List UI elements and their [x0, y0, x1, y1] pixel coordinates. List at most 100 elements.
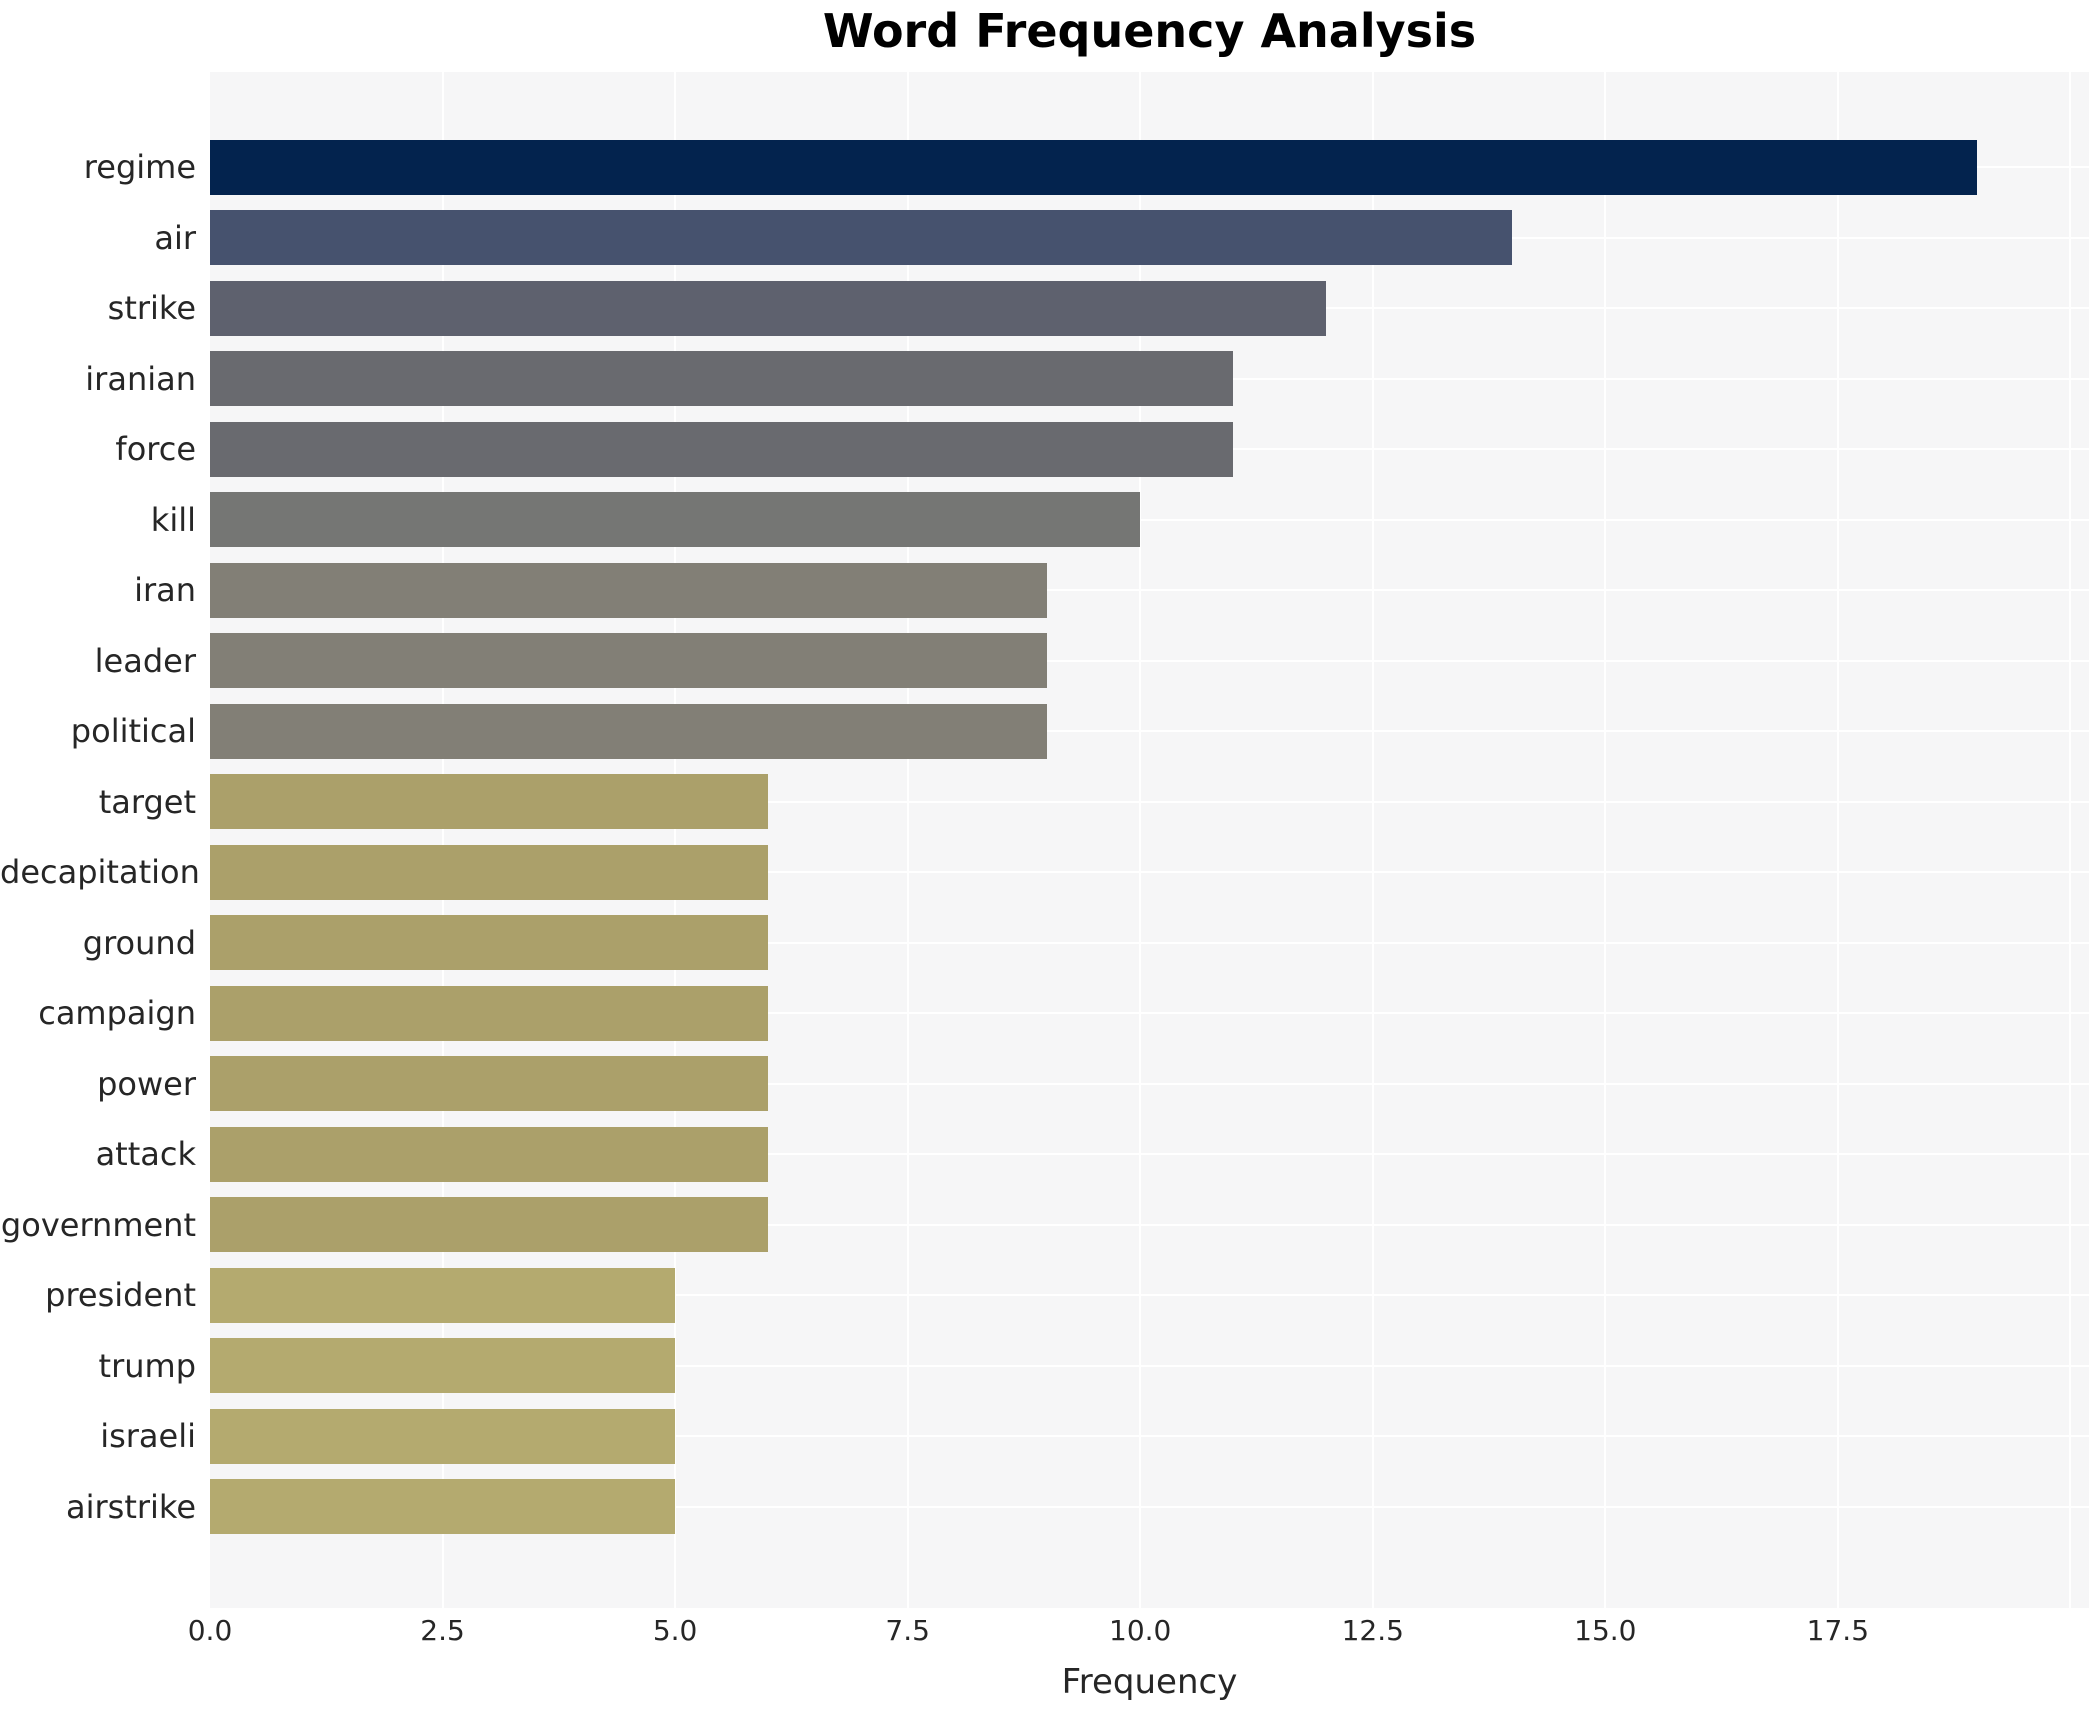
category-label-attack: attack	[95, 1135, 196, 1174]
x-tick-labels: 0.0 2.5 5.0 7.5 10.0 12.5 15.0 17.5	[188, 1614, 2089, 1654]
category-label-iranian: iranian	[85, 359, 196, 398]
bar-track	[210, 203, 2089, 274]
bar-target	[210, 774, 769, 830]
bar-track	[210, 626, 2089, 697]
bar-government	[210, 1197, 769, 1253]
bar-row: political	[0, 696, 2089, 767]
category-label-strike: strike	[107, 289, 196, 328]
bar-track	[210, 978, 2089, 1049]
bar-attack	[210, 1126, 769, 1182]
vertical-gridline	[1836, 72, 1839, 1608]
bar-decapitation	[210, 844, 769, 900]
vertical-gridline	[441, 72, 444, 1608]
horizontal-gridline	[210, 1153, 2089, 1156]
x-tick-label: 5.0	[652, 1614, 698, 1647]
category-label-israeli: israeli	[100, 1417, 196, 1456]
category-label-air: air	[154, 218, 196, 257]
category-label-iran: iran	[134, 571, 196, 610]
bar-track	[210, 1260, 2089, 1331]
bar-track	[210, 1190, 2089, 1261]
horizontal-gridline	[210, 1012, 2089, 1015]
bar-track	[210, 1049, 2089, 1120]
bar-row: government	[0, 1190, 2089, 1261]
bar-israeli	[210, 1408, 676, 1464]
x-tick-label: 12.5	[1341, 1614, 1404, 1647]
category-label-power: power	[97, 1064, 196, 1103]
vertical-gridline	[2069, 72, 2072, 1608]
horizontal-gridline	[210, 1223, 2089, 1226]
category-label-ground: ground	[82, 923, 196, 962]
category-label-target: target	[98, 782, 196, 821]
bar-row: trump	[0, 1331, 2089, 1402]
vertical-gridline	[674, 72, 677, 1608]
bar-row: israeli	[0, 1401, 2089, 1472]
x-tick-label: 7.5	[885, 1614, 930, 1647]
bar-track	[210, 1401, 2089, 1472]
bar-iranian	[210, 351, 1234, 407]
category-label-decapitation: decapitation	[0, 853, 200, 892]
category-label-campaign: campaign	[38, 994, 196, 1033]
horizontal-gridline	[210, 589, 2089, 592]
bar-power	[210, 1056, 769, 1112]
bar-rows: regime air strike iranian force kill iran leade…	[0, 72, 2089, 1608]
category-label-airstrike: airstrike	[66, 1487, 196, 1526]
bar-row: force	[0, 414, 2089, 485]
bar-political	[210, 703, 1048, 759]
bar-ground	[210, 915, 769, 971]
bar-track	[210, 837, 2089, 908]
bar-track	[210, 273, 2089, 344]
bar-track	[210, 908, 2089, 979]
category-label-trump: trump	[98, 1346, 196, 1385]
bar-track	[210, 767, 2089, 838]
bar-track	[210, 555, 2089, 626]
bar-iran	[210, 562, 1048, 618]
bar-row: attack	[0, 1119, 2089, 1190]
bar-force	[210, 421, 1234, 477]
vertical-gridline	[1371, 72, 1374, 1608]
horizontal-gridline	[210, 1435, 2089, 1438]
category-label-president: president	[45, 1276, 196, 1315]
bar-row: leader	[0, 626, 2089, 697]
x-axis-title: Frequency	[1061, 1662, 1238, 1702]
bar-row: airstrike	[0, 1472, 2089, 1543]
vertical-gridline	[1139, 72, 1142, 1608]
bar-track	[210, 1472, 2089, 1543]
bar-regime	[210, 139, 1978, 195]
horizontal-gridline	[210, 659, 2089, 662]
bar-trump	[210, 1338, 676, 1394]
bar-track	[210, 132, 2089, 203]
bar-row: target	[0, 767, 2089, 838]
horizontal-gridline	[210, 941, 2089, 944]
horizontal-gridline	[210, 871, 2089, 874]
bar-track	[210, 485, 2089, 556]
horizontal-gridline	[210, 1364, 2089, 1367]
bar-row: regime	[0, 132, 2089, 203]
bar-row: iranian	[0, 344, 2089, 415]
bar-kill	[210, 492, 1141, 548]
horizontal-gridline	[210, 800, 2089, 803]
bar-airstrike	[210, 1479, 676, 1535]
bar-campaign	[210, 985, 769, 1041]
bar-strike	[210, 280, 1327, 336]
horizontal-gridline	[210, 730, 2089, 733]
horizontal-gridline	[210, 1294, 2089, 1297]
bar-row: president	[0, 1260, 2089, 1331]
bar-row: decapitation	[0, 837, 2089, 908]
x-tick-label: 2.5	[420, 1614, 465, 1647]
x-tick-label: 0.0	[187, 1614, 233, 1647]
bar-leader	[210, 633, 1048, 689]
bar-row: campaign	[0, 978, 2089, 1049]
bar-row: kill	[0, 485, 2089, 556]
horizontal-gridline	[210, 1505, 2089, 1508]
bar-row: strike	[0, 273, 2089, 344]
bar-track	[210, 696, 2089, 767]
x-tick-label: 17.5	[1806, 1614, 1870, 1647]
bar-row: ground	[0, 908, 2089, 979]
category-label-government: government	[0, 1205, 196, 1244]
x-tick-label: 10.0	[1109, 1614, 1172, 1647]
vertical-gridline	[1604, 72, 1607, 1608]
bar-track	[210, 1331, 2089, 1402]
category-label-kill: kill	[150, 500, 196, 539]
bar-president	[210, 1267, 676, 1323]
